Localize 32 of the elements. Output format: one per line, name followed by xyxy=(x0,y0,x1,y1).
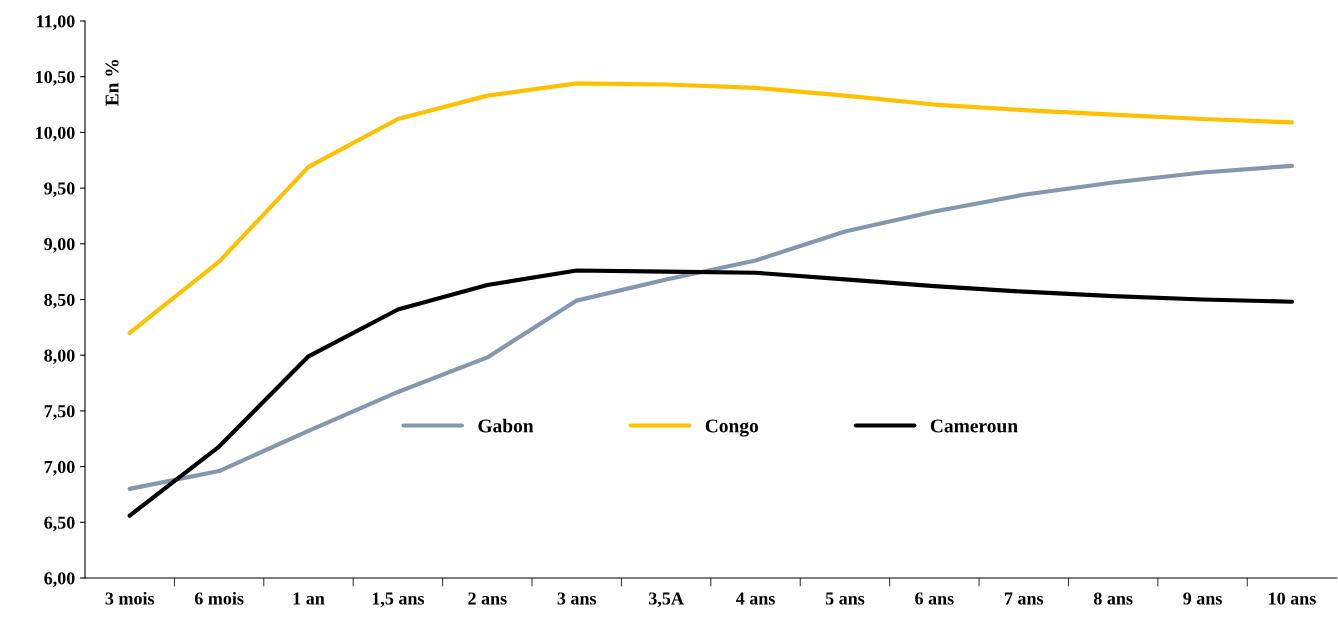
x-tick-label: 8 ans xyxy=(1093,592,1133,605)
legend-label: Cameroun xyxy=(930,419,1018,433)
x-tick-label: 10 ans xyxy=(1269,592,1316,605)
x-tick-label: 1,5 ans xyxy=(372,592,425,608)
x-tick-label: 2 ans xyxy=(468,592,507,605)
legend-label: Gabon xyxy=(478,418,534,433)
line-series xyxy=(127,163,1295,491)
legend-label: Congo xyxy=(705,419,759,437)
x-tick-label: 3 ans xyxy=(557,592,597,605)
y-tick-label: 10,00 xyxy=(36,126,75,142)
y-tick-label: 9,50 xyxy=(44,182,75,198)
y-tick-label: 8,00 xyxy=(44,349,75,365)
x-tick-label: 6 mois xyxy=(194,591,244,605)
y-tick-label: 10,50 xyxy=(36,70,75,86)
x-tick-label: 5 ans xyxy=(825,592,865,605)
x-tick-label: 7 ans xyxy=(1004,592,1044,605)
y-tick-label: 7,00 xyxy=(44,460,75,476)
y-axis-title: En % xyxy=(105,60,119,106)
x-tick-label: 3,5A xyxy=(649,592,684,608)
y-tick-label: 6,00 xyxy=(44,572,75,588)
line-series xyxy=(127,81,1295,336)
y-tick-label: 7,50 xyxy=(44,405,75,420)
line-series xyxy=(127,268,1295,518)
y-tick-label: 8,50 xyxy=(44,293,75,309)
x-tick-label: 4 ans xyxy=(735,592,775,605)
x-tick-label: 3 mois xyxy=(105,591,155,605)
x-tick-label: 1 an xyxy=(293,592,325,605)
x-tick-label: 9 ans xyxy=(1183,592,1222,605)
y-tick-label: 11,00 xyxy=(37,15,75,31)
x-tick-label: 6 ans xyxy=(915,592,954,605)
y-tick-label: 9,00 xyxy=(44,238,75,253)
y-tick-label: 6,50 xyxy=(44,516,75,532)
